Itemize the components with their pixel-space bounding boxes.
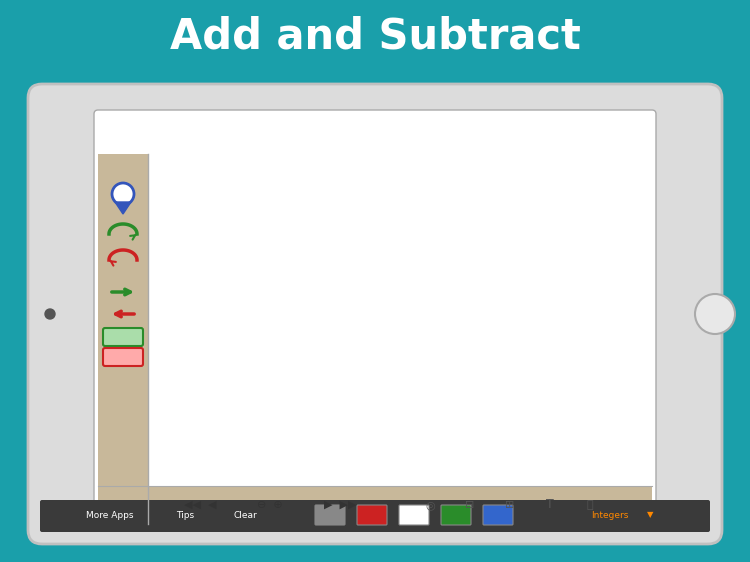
FancyBboxPatch shape [28, 84, 722, 544]
Text: 8: 8 [348, 449, 355, 459]
Text: T: T [546, 498, 554, 511]
Text: 17: 17 [565, 449, 578, 459]
Text: 16: 16 [540, 449, 554, 459]
FancyBboxPatch shape [315, 505, 345, 525]
FancyBboxPatch shape [357, 505, 387, 525]
Text: 19: 19 [614, 449, 627, 459]
Text: 20: 20 [638, 449, 651, 459]
Text: 11: 11 [418, 449, 431, 459]
Text: 🗑: 🗑 [586, 500, 593, 510]
Text: 5: 5 [274, 449, 281, 459]
Text: Integers: Integers [591, 510, 628, 519]
Circle shape [695, 294, 735, 334]
Text: 7: 7 [323, 449, 330, 459]
Text: 2: 2 [201, 449, 208, 459]
FancyBboxPatch shape [94, 110, 656, 528]
FancyBboxPatch shape [399, 505, 429, 525]
Text: 13 - 4 = 9: 13 - 4 = 9 [282, 158, 395, 179]
FancyBboxPatch shape [98, 486, 652, 524]
Text: 1: 1 [176, 449, 183, 459]
FancyBboxPatch shape [483, 505, 513, 525]
Text: 3: 3 [226, 449, 232, 459]
Text: 13: 13 [308, 100, 321, 110]
Text: 9: 9 [372, 449, 379, 459]
Text: 4: 4 [250, 449, 256, 459]
FancyBboxPatch shape [103, 348, 143, 366]
Circle shape [45, 309, 55, 319]
Text: ⊖  ⊕: ⊖ ⊕ [257, 500, 283, 510]
Text: ◎: ◎ [425, 500, 435, 510]
FancyBboxPatch shape [103, 328, 143, 346]
Text: 14: 14 [491, 449, 505, 459]
Text: 18: 18 [589, 449, 602, 459]
Text: 10: 10 [394, 449, 406, 459]
Text: ▶  ▶▶: ▶ ▶▶ [324, 500, 356, 510]
Text: More Apps: More Apps [86, 510, 134, 519]
Text: 12: 12 [442, 449, 455, 459]
FancyBboxPatch shape [441, 505, 471, 525]
Text: -4: -4 [419, 309, 430, 319]
Polygon shape [115, 202, 131, 214]
Text: 13: 13 [466, 449, 480, 459]
FancyBboxPatch shape [98, 154, 148, 524]
Text: Clear: Clear [233, 510, 256, 519]
Text: 15: 15 [516, 449, 529, 459]
Text: Add and Subtract: Add and Subtract [170, 16, 580, 57]
Text: ▼: ▼ [646, 510, 653, 519]
Text: 6: 6 [298, 449, 305, 459]
Text: Tips: Tips [176, 510, 194, 519]
Text: ⊟: ⊟ [465, 500, 475, 510]
Text: 0: 0 [152, 449, 158, 459]
Text: ⊞: ⊞ [506, 500, 515, 510]
Circle shape [112, 183, 134, 205]
Text: ◀◀  ◀: ◀◀ ◀ [184, 500, 216, 510]
FancyBboxPatch shape [40, 500, 710, 532]
